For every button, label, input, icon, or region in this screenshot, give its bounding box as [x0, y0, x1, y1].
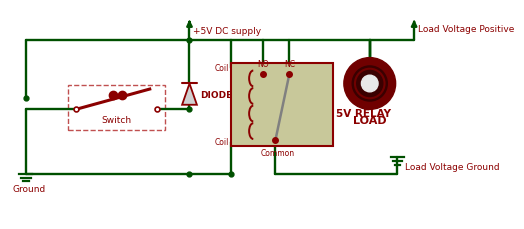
- Text: Load Voltage Positive: Load Voltage Positive: [418, 25, 514, 34]
- Circle shape: [344, 58, 396, 110]
- Text: NC: NC: [284, 60, 295, 68]
- Circle shape: [362, 76, 378, 93]
- Text: 5V RELAY: 5V RELAY: [336, 109, 391, 119]
- Text: Coil: Coil: [215, 138, 229, 147]
- Text: DIODE: DIODE: [200, 90, 232, 99]
- Text: +5V DC supply: +5V DC supply: [193, 27, 261, 36]
- Text: Ground: Ground: [13, 184, 46, 193]
- Text: Switch: Switch: [102, 116, 132, 125]
- Text: Coil: Coil: [215, 64, 229, 73]
- Circle shape: [352, 67, 387, 102]
- Text: Common: Common: [260, 149, 294, 158]
- Polygon shape: [182, 84, 197, 105]
- Text: LOAD: LOAD: [353, 115, 387, 125]
- Text: NO: NO: [258, 60, 269, 68]
- Text: Load Voltage Ground: Load Voltage Ground: [405, 163, 499, 172]
- Bar: [231, 64, 333, 147]
